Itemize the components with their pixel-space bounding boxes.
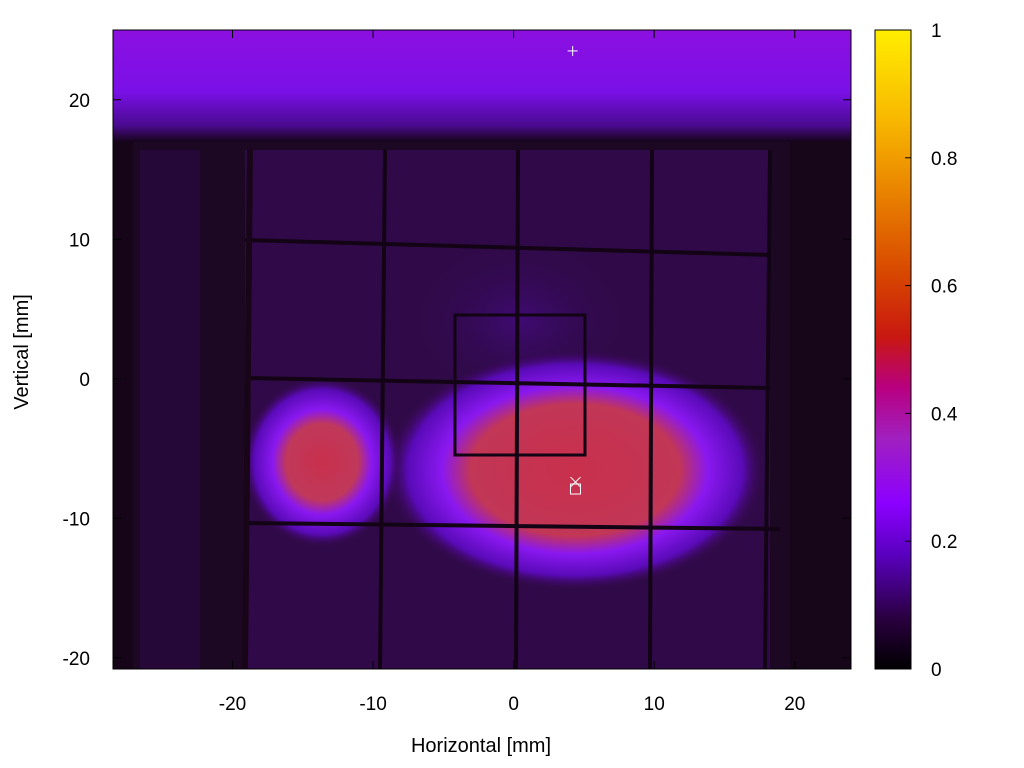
grid-lines	[242, 149, 781, 669]
colorbar-tick-label: 1	[931, 21, 942, 42]
marker-square	[569, 483, 581, 495]
x-tick-label: 10	[644, 694, 665, 715]
y-tick-label: -10	[63, 509, 90, 530]
grid-line-v2	[514, 149, 520, 669]
colorbar-tick-label: 0.8	[931, 149, 957, 170]
central-bright-blob	[385, 350, 765, 590]
top-band	[113, 30, 851, 142]
left-faint-strip	[140, 150, 200, 669]
heatmap-image	[113, 30, 851, 669]
grid-line-h1	[244, 238, 771, 257]
left-bright-blob	[242, 377, 402, 547]
x-tick-label: 0	[508, 694, 519, 715]
grid-line-v0	[242, 149, 253, 669]
grid-line-v1	[378, 149, 387, 669]
x-axis-title: Horizontal [mm]	[411, 735, 551, 757]
y-tick-label: -20	[63, 649, 90, 670]
grid-line-v4	[763, 149, 772, 669]
colorbar-tick-label: 0.2	[931, 532, 957, 553]
y-axis: -20 -10 0 10 20	[63, 91, 851, 670]
markers	[567, 45, 581, 495]
y-axis-title: Vertical [mm]	[11, 294, 33, 410]
colorbar-tick-label: 0	[931, 660, 942, 681]
x-tick-label: 20	[784, 694, 805, 715]
grid-line-h3	[244, 521, 781, 531]
y-tick-label: 10	[69, 230, 90, 251]
grid-line-h2	[244, 376, 771, 390]
plot-frame	[112, 29, 852, 670]
marker-cross	[570, 476, 581, 488]
x-tick-label: -20	[219, 694, 246, 715]
colorbar-tick-label: 0.6	[931, 277, 957, 298]
colorbar-tick-label: 0.4	[931, 404, 958, 425]
left-edge-dark	[113, 142, 133, 669]
right-edge-dark	[790, 142, 851, 669]
grid-line-v3	[648, 149, 654, 669]
inner-square	[453, 313, 587, 457]
x-axis: -20 -10 0 10 20	[219, 30, 805, 715]
y-tick-label: 20	[69, 91, 90, 112]
x-tick-label: -10	[359, 694, 386, 715]
colorbar	[874, 29, 912, 670]
y-tick-label: 0	[79, 370, 90, 391]
colorbar-ticks: 0 0.2 0.4 0.6 0.8 1	[905, 21, 958, 681]
